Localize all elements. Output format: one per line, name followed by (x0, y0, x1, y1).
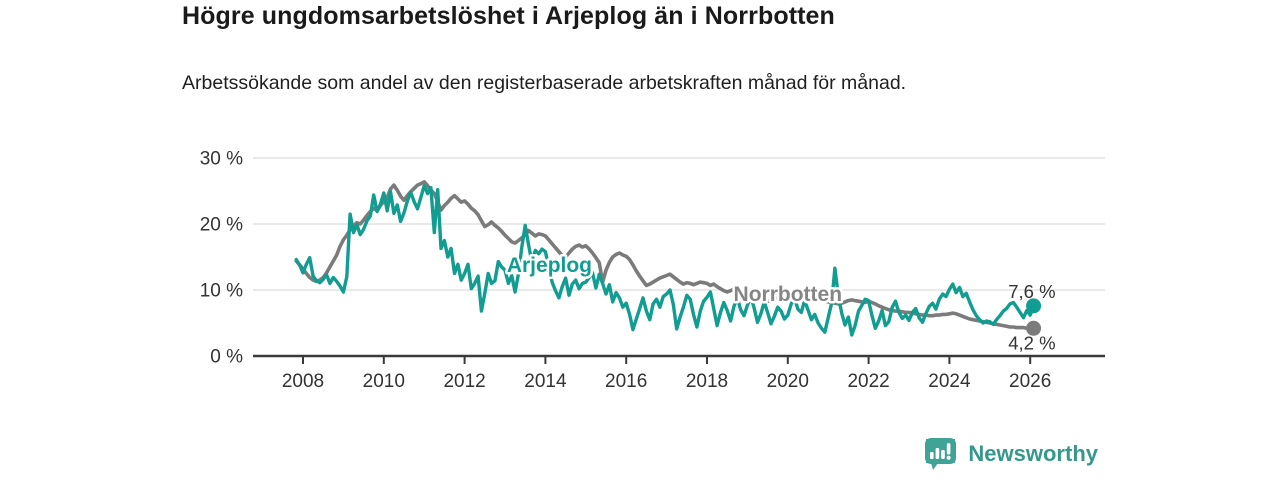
arjeplog-line[interactable] (294, 183, 1036, 337)
gridlines (253, 157, 1105, 291)
x-axis-labels: 2008 2010 2012 2014 2016 2018 2020 2022 2024 2026 (282, 371, 1051, 392)
x-tick-label: 2010 (363, 371, 405, 392)
x-axis-ticks (302, 356, 1032, 364)
x-tick-label: 2026 (1009, 371, 1051, 392)
y-tick-label: 20 % (200, 215, 243, 236)
y-tick-label: 0 % (210, 347, 243, 368)
arjeplog-series-label: Arjeplog (507, 254, 592, 277)
x-tick-label: 2016 (605, 371, 647, 392)
y-tick-label: 10 % (200, 281, 243, 302)
brand-footer[interactable]: Newsworthy (923, 436, 1098, 472)
norrbotten-end-value-label: 4,2 % (1008, 332, 1055, 353)
arjeplog-end-value-label: 7,6 % (1008, 281, 1055, 302)
y-axis-labels: 0 % 10 % 20 % 30 % (200, 149, 243, 368)
line-chart: 0 % 10 % 20 % 30 % 2008 2010 2012 2014 2016 2018… (200, 149, 1105, 392)
x-tick-label: 2012 (443, 371, 485, 392)
x-tick-label: 2022 (847, 371, 889, 392)
arjeplog-end-dot[interactable] (1026, 298, 1042, 314)
chart-subtitle: Arbetssökande som andel av den registerb… (182, 72, 907, 94)
x-tick-label: 2024 (928, 371, 971, 392)
brand-name: Newsworthy (968, 441, 1098, 466)
x-tick-label: 2014 (524, 371, 567, 392)
x-tick-label: 2018 (686, 371, 728, 392)
x-tick-label: 2008 (282, 371, 324, 392)
norrbotten-series-label: Norrbotten (734, 283, 843, 306)
norrbotten-end-dot[interactable] (1026, 320, 1042, 336)
chart-title: Högre ungdomsarbetslöshet i Arjeplog än … (182, 2, 835, 30)
y-tick-label: 30 % (200, 149, 243, 170)
newsworthy-logo-icon (925, 438, 957, 470)
x-tick-label: 2020 (767, 371, 809, 392)
